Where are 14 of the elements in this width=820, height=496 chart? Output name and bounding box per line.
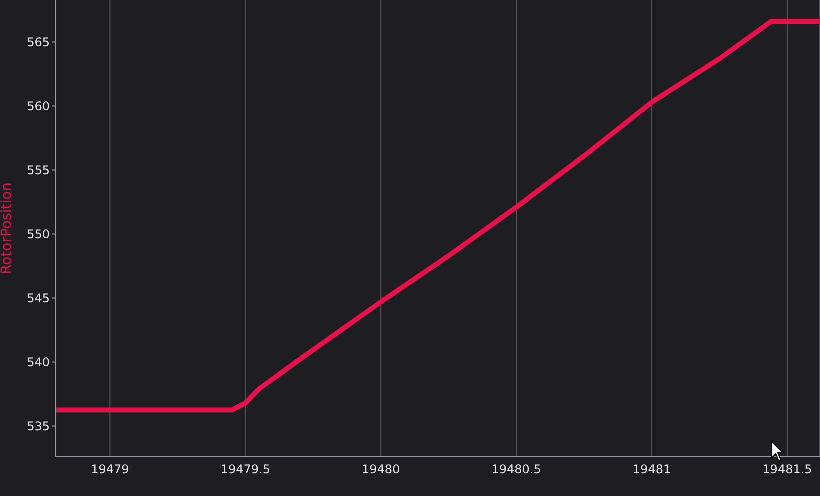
x-tick-label: 19480.5 (492, 462, 542, 477)
y-tick-label: 545 (27, 292, 50, 306)
y-tick-label: 550 (27, 228, 50, 242)
x-tick-label: 19481.5 (762, 462, 812, 477)
y-tick-label: 555 (27, 164, 50, 178)
y-tick-label: 540 (27, 356, 50, 370)
x-tick-label: 19479 (91, 462, 130, 477)
y-tick-label: 565 (27, 36, 50, 50)
y-tick-label: 535 (27, 420, 50, 434)
y-tick-label: 560 (27, 100, 50, 114)
x-tick-label: 19480 (362, 462, 400, 477)
y-axis-title: RotorPosition (0, 182, 15, 274)
x-tick-label: 19481 (632, 462, 672, 477)
x-tick-label: 19479.5 (220, 462, 270, 477)
